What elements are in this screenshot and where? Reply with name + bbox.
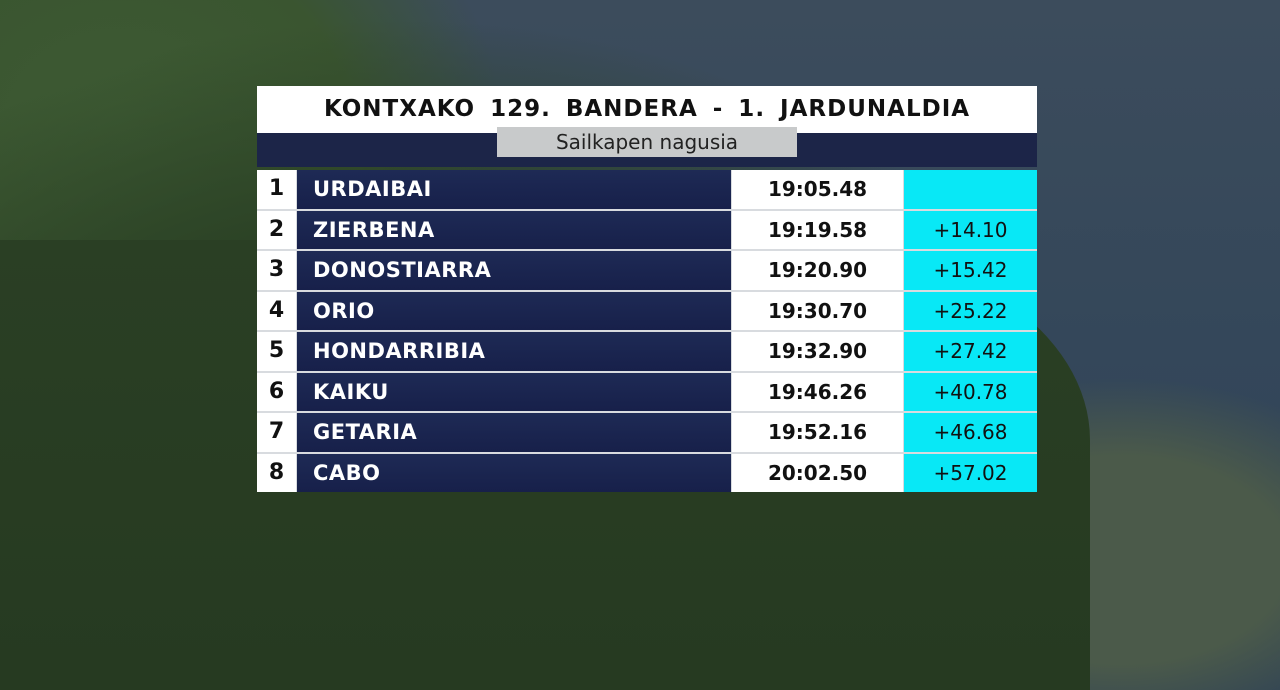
position: 5 <box>257 332 296 371</box>
team-name: GETARIA <box>297 413 731 452</box>
time-gap: +27.42 <box>904 332 1037 371</box>
time-gap: +14.10 <box>904 210 1037 249</box>
table-row: 4 ORIO 19:30.70 +25.22 <box>257 291 1037 330</box>
position: 6 <box>257 372 296 411</box>
table-row: 5 HONDARRIBIA 19:32.90 +27.42 <box>257 332 1037 371</box>
finish-time: 19:32.90 <box>732 332 903 371</box>
finish-time: 19:19.58 <box>732 210 903 249</box>
team-name: KAIKU <box>297 372 731 411</box>
time-gap: +15.42 <box>904 251 1037 290</box>
finish-time: 20:02.50 <box>732 453 903 492</box>
finish-time: 19:05.48 <box>732 170 903 209</box>
team-name: CABO <box>297 453 731 492</box>
team-name: DONOSTIARRA <box>297 251 731 290</box>
position: 3 <box>257 251 296 290</box>
finish-time: 19:20.90 <box>732 251 903 290</box>
table-row: 1 URDAIBAI 19:05.48 <box>257 170 1037 209</box>
team-name: ORIO <box>297 291 731 330</box>
finish-time: 19:52.16 <box>732 413 903 452</box>
finish-time: 19:30.70 <box>732 291 903 330</box>
results-title: KONTXAKO 129. BANDERA - 1. JARDUNALDIA <box>257 86 1037 133</box>
position: 4 <box>257 291 296 330</box>
time-gap: +40.78 <box>904 372 1037 411</box>
header-band: Sailkapen nagusia <box>257 127 1037 167</box>
table-row: 6 KAIKU 19:46.26 +40.78 <box>257 372 1037 411</box>
time-gap <box>904 170 1037 209</box>
table-row: 2 ZIERBENA 19:19.58 +14.10 <box>257 210 1037 249</box>
table-row: 3 DONOSTIARRA 19:20.90 +15.42 <box>257 251 1037 290</box>
team-name: HONDARRIBIA <box>297 332 731 371</box>
team-name: URDAIBAI <box>297 170 731 209</box>
time-gap: +57.02 <box>904 453 1037 492</box>
position: 7 <box>257 413 296 452</box>
table-row: 8 CABO 20:02.50 +57.02 <box>257 453 1037 492</box>
position: 1 <box>257 170 296 209</box>
finish-time: 19:46.26 <box>732 372 903 411</box>
results-table: 1 URDAIBAI 19:05.48 2 ZIERBENA 19:19.58 +14.10… <box>257 170 1037 492</box>
team-name: ZIERBENA <box>297 210 731 249</box>
position: 8 <box>257 453 296 492</box>
table-row: 7 GETARIA 19:52.16 +46.68 <box>257 413 1037 452</box>
time-gap: +46.68 <box>904 413 1037 452</box>
results-subtitle: Sailkapen nagusia <box>497 127 797 157</box>
time-gap: +25.22 <box>904 291 1037 330</box>
position: 2 <box>257 210 296 249</box>
results-overlay: KONTXAKO 129. BANDERA - 1. JARDUNALDIA S… <box>257 86 1037 492</box>
